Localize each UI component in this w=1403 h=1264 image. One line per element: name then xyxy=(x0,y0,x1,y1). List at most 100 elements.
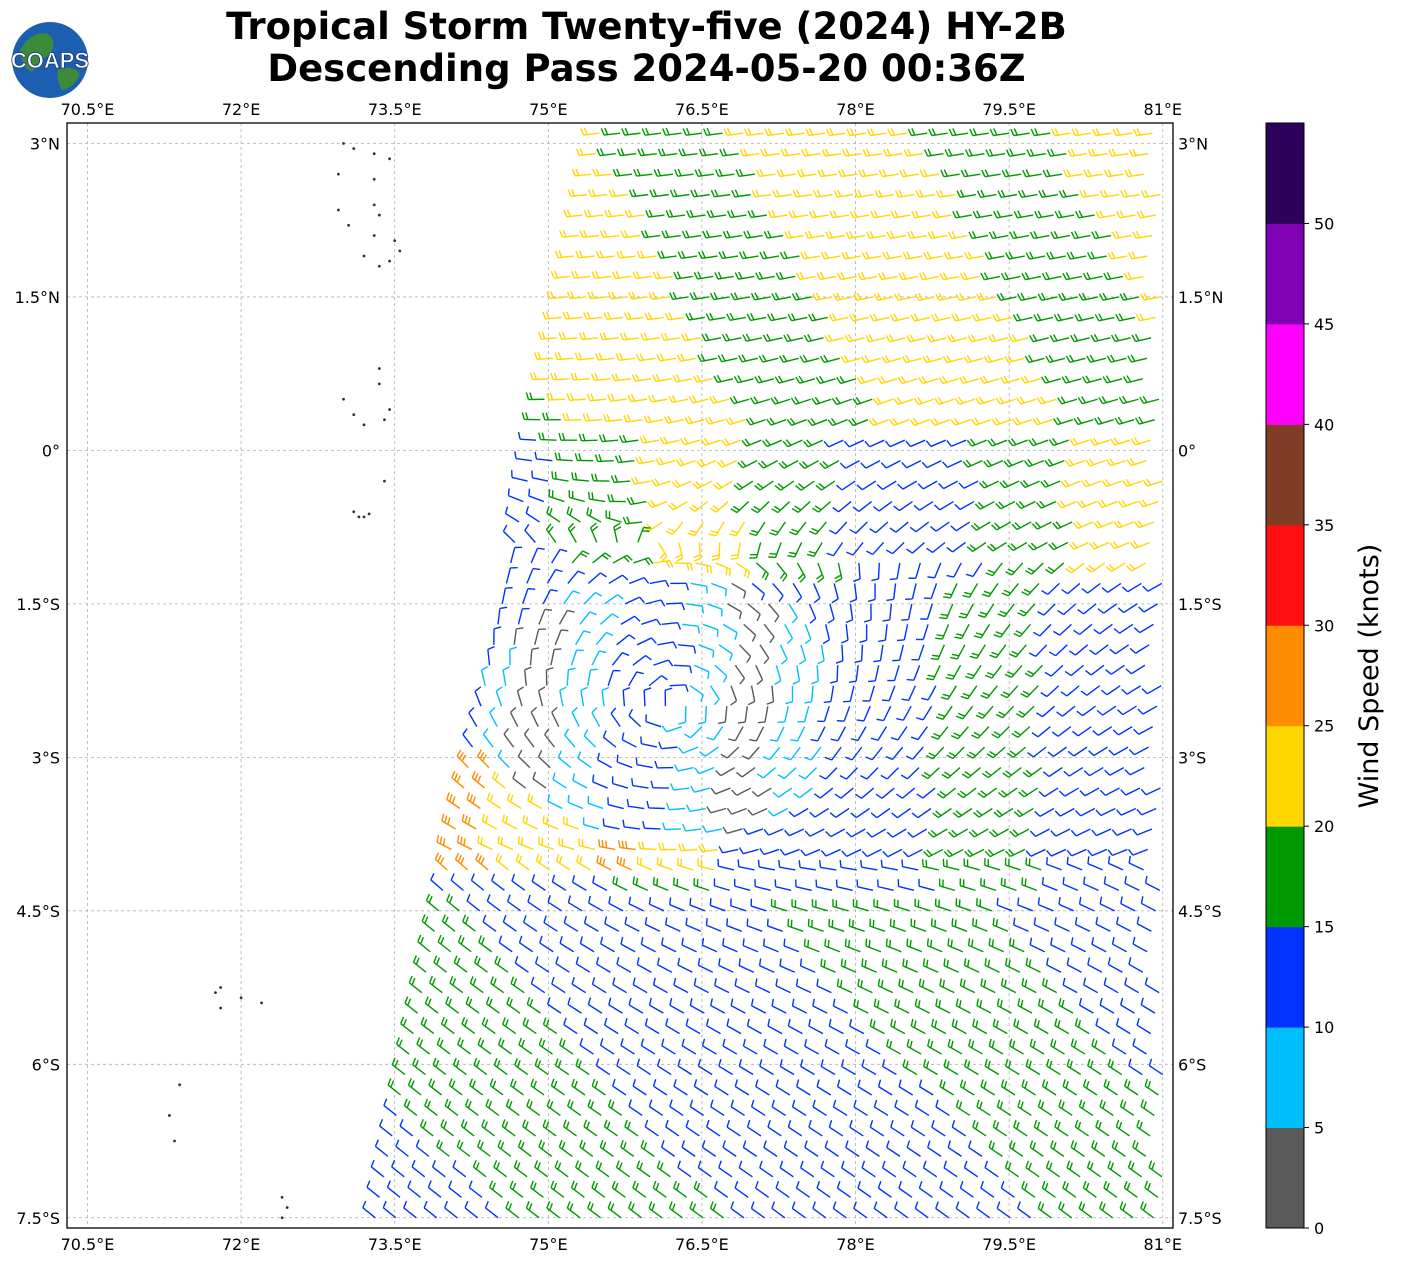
wind-barb xyxy=(485,996,500,1014)
wind-barb xyxy=(1119,1201,1134,1219)
wind-barb xyxy=(485,1098,500,1117)
wind-barb xyxy=(620,1038,635,1055)
wind-barb xyxy=(1054,807,1075,817)
wind-barb xyxy=(922,355,943,364)
wind-barb xyxy=(791,1099,807,1117)
wind-barb xyxy=(969,644,986,659)
wind-barb xyxy=(983,354,1004,364)
wind-barb xyxy=(403,1098,418,1117)
wind-barb xyxy=(955,1099,971,1117)
wind-barb xyxy=(1037,1201,1052,1219)
wind-barb xyxy=(461,813,477,830)
wind-barb xyxy=(1033,1119,1049,1137)
wind-barb xyxy=(521,412,541,421)
wind-barb xyxy=(1007,438,1028,447)
wind-barb xyxy=(898,272,919,281)
wind-barb xyxy=(762,746,781,761)
wind-barb xyxy=(545,666,554,686)
wind-barb xyxy=(1033,313,1054,322)
wind-barb xyxy=(742,938,759,953)
wind-barb xyxy=(1013,623,1032,638)
wind-barb xyxy=(934,396,955,406)
wind-barb xyxy=(374,1139,389,1157)
wind-barb xyxy=(1136,210,1157,219)
wind-barb xyxy=(522,814,538,830)
wind-barb xyxy=(645,714,662,728)
wind-barb xyxy=(574,352,595,361)
wind-barb xyxy=(722,1140,737,1157)
wind-barb xyxy=(640,736,658,748)
wind-barb xyxy=(1101,478,1122,488)
wind-barb xyxy=(624,916,640,932)
wind-barb xyxy=(743,127,764,137)
wind-barb xyxy=(715,168,735,178)
wind-barb xyxy=(636,250,657,259)
wind-barb xyxy=(661,1038,676,1055)
wind-barb xyxy=(692,374,713,383)
wind-barb xyxy=(564,728,576,748)
wind-barb xyxy=(894,998,910,1014)
island-dot xyxy=(260,1001,263,1005)
wind-barb xyxy=(1070,1038,1086,1055)
wind-barb xyxy=(978,480,999,489)
wind-barb xyxy=(1041,1079,1057,1096)
wind-barb xyxy=(486,894,501,912)
wind-barb xyxy=(987,438,1008,447)
wind-barb xyxy=(778,859,796,871)
wind-barb xyxy=(815,879,833,892)
wind-barb xyxy=(683,726,703,739)
wind-barb xyxy=(604,209,624,218)
wind-barb xyxy=(905,746,924,760)
wind-barb xyxy=(766,918,783,932)
wind-barb xyxy=(901,685,917,701)
wind-barb xyxy=(873,998,889,1014)
wind-barb xyxy=(622,687,631,707)
wind-barb xyxy=(766,417,787,426)
wind-barb xyxy=(709,395,730,404)
wind-barb xyxy=(1062,876,1079,892)
island-dot xyxy=(219,986,223,989)
wind-barb xyxy=(1008,334,1029,343)
wind-barb xyxy=(702,230,722,239)
wind-barb xyxy=(763,1038,779,1055)
wind-barb xyxy=(845,828,866,838)
wind-barb xyxy=(514,955,529,973)
wind-barb xyxy=(1050,828,1071,837)
wind-barb xyxy=(996,998,1012,1014)
wind-barb xyxy=(599,1139,614,1157)
wind-barb xyxy=(737,859,755,871)
wind-barb xyxy=(754,375,775,384)
island-dot xyxy=(377,213,381,217)
wind-barb xyxy=(640,1140,655,1157)
wind-barb xyxy=(1081,479,1102,488)
wind-barb xyxy=(815,480,836,491)
lon-tick-label-bottom: 73.5°E xyxy=(368,1235,422,1254)
wind-barb xyxy=(567,794,584,810)
wind-barb xyxy=(767,210,788,219)
wind-barb xyxy=(868,418,889,427)
wind-barb xyxy=(783,333,804,343)
wind-barb xyxy=(1134,520,1155,529)
wind-barb xyxy=(872,500,893,512)
wind-barb xyxy=(1062,1079,1077,1096)
wind-barb xyxy=(602,414,623,423)
wind-barb xyxy=(963,355,984,364)
wind-barb xyxy=(441,813,457,830)
island-dot xyxy=(388,259,391,263)
wind-barb xyxy=(626,497,647,506)
colorbar-tick-label: 45 xyxy=(1314,315,1334,334)
wind-barb xyxy=(1004,664,1023,679)
wind-barb xyxy=(538,836,555,851)
wind-barb xyxy=(1099,1099,1114,1117)
wind-barb xyxy=(574,453,594,462)
wind-barb xyxy=(1000,1079,1016,1096)
wind-barb xyxy=(943,958,959,973)
wind-barb xyxy=(602,818,620,830)
wind-barb xyxy=(436,1139,450,1157)
wind-barb xyxy=(677,1160,692,1178)
wind-barb xyxy=(909,417,930,427)
wind-barb xyxy=(764,127,784,137)
wind-barb xyxy=(909,521,930,533)
wind-barb xyxy=(477,1139,491,1157)
wind-barb xyxy=(816,1181,831,1198)
